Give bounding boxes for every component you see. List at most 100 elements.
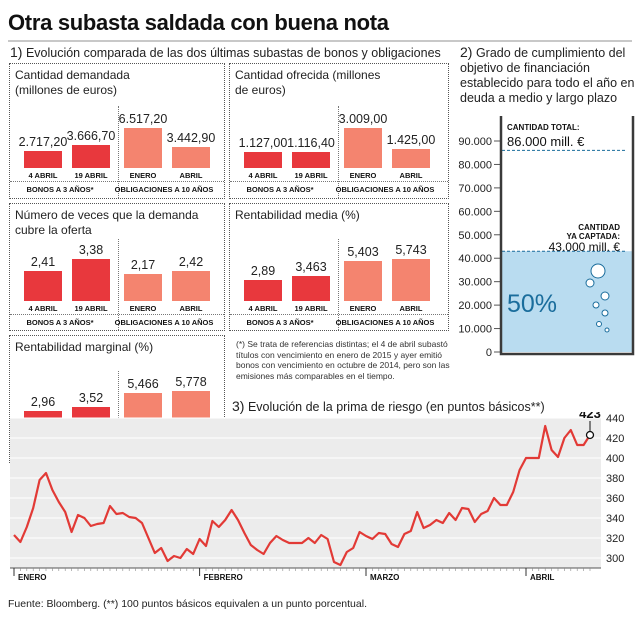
y-tick-label: 440 — [606, 413, 624, 425]
x-month-label: MARZO — [370, 573, 399, 582]
category-label: ABRIL — [179, 171, 203, 180]
captured-label-2: YA CAPTADA: — [567, 232, 620, 241]
y-tick-label: 380 — [606, 473, 624, 485]
panel-title: Rentabilidad marginal (%) — [15, 340, 154, 354]
y-tick-label: 300 — [606, 553, 624, 565]
value-label: 2,42 — [178, 254, 204, 269]
section2-heading: 2) Grado de cumplimiento del objetivo de… — [460, 45, 635, 106]
section3-number: 3) — [232, 398, 245, 414]
category-label: ABRIL — [399, 304, 423, 313]
value-label: 2,96 — [30, 395, 56, 410]
gauge-tick-label: 70.000 — [458, 183, 492, 195]
bar-3 — [392, 259, 430, 301]
value-label: 5,778 — [175, 375, 207, 389]
category-label: ENERO — [349, 304, 377, 313]
bar-2 — [124, 274, 162, 301]
risk-premium-chart: 300 320 340 360 380 400 420 440 ENERO FEBRERO MAR… — [10, 412, 624, 582]
x-month-label: FEBRERO — [204, 573, 243, 582]
category-label: ENERO — [129, 171, 157, 180]
group-label-bonos: BONOS A 3 AÑOS* — [26, 318, 94, 327]
group-separator — [118, 371, 120, 462]
gauge-tick-label: 0 — [486, 347, 492, 359]
gridlines — [10, 417, 601, 559]
bar-1 — [72, 259, 110, 301]
value-label: 3,463 — [295, 259, 327, 274]
bubble — [592, 301, 600, 309]
group-label-obligaciones: OBLIGACIONES A 10 AÑOS — [114, 318, 214, 327]
x-month-label: ABRIL — [530, 573, 555, 582]
captured-fill — [502, 251, 632, 352]
bubble — [601, 309, 609, 317]
group-separator — [338, 106, 340, 198]
category-label: 19 ABRIL — [294, 171, 328, 180]
total-value: 86.000 mill. € — [507, 134, 585, 149]
bar-0 — [24, 151, 62, 168]
captured-label-1: CANTIDAD — [578, 223, 620, 232]
group-separator — [338, 239, 340, 330]
value-label: 1.127,00 — [238, 136, 288, 150]
section1-title: Evolución comparada de las dos últimas s… — [25, 46, 441, 60]
value-label: 2,89 — [250, 263, 276, 278]
bar-1 — [292, 275, 330, 301]
panel-title: Cantidad ofrecida (millones de euros) — [235, 68, 381, 97]
gauge-tick-label: 50.000 — [458, 230, 492, 242]
category-label: 19 ABRIL — [294, 304, 328, 313]
group-label-bonos: BONOS A 3 AÑOS* — [246, 185, 314, 194]
value-label: 2,17 — [130, 258, 156, 273]
bubble — [604, 327, 610, 333]
section2-number: 2) — [460, 44, 473, 60]
panel-veces-cubre: Número de veces que la demanda cubre la … — [9, 203, 225, 331]
value-label: 5,403 — [347, 245, 379, 260]
value-label: 1.116,40 — [287, 136, 335, 150]
panel-title: Cantidad demandada (millones de euros) — [15, 68, 130, 97]
footnote: (*) Se trata de referencias distintas; e… — [236, 339, 450, 381]
value-label: 5,743 — [395, 243, 427, 257]
section1-number: 1) — [10, 44, 23, 60]
section3-title: Evolución de la prima de riesgo (en punt… — [247, 400, 545, 414]
last-value-label: 423 — [579, 412, 601, 421]
glass-outline — [499, 116, 635, 356]
value-label: 3.442,90 — [166, 130, 216, 145]
category-label: 19 ABRIL — [74, 304, 108, 313]
y-tick-label: 360 — [606, 493, 624, 505]
bubbles-decoration — [585, 263, 610, 333]
gauge-tick-label: 80.000 — [458, 159, 492, 171]
group-label-obligaciones: OBLIGACIONES A 10 AÑOS — [114, 185, 214, 194]
value-label: 2,41 — [30, 255, 56, 270]
gauge-tick-label: 10.000 — [458, 324, 492, 336]
category-label: ABRIL — [179, 304, 203, 313]
bubble — [590, 263, 606, 279]
panel-cantidad-demandada: Cantidad demandada (millones de euros) 2… — [9, 63, 225, 199]
value-label: 2.717,20 — [18, 135, 68, 150]
gauge-tick-label: 40.000 — [458, 253, 492, 265]
y-tick-label: 400 — [606, 453, 624, 465]
category-label: 4 ABRIL — [28, 171, 58, 180]
value-label: 5,466 — [127, 377, 159, 392]
group-separator — [118, 239, 120, 330]
value-label: 3.666,70 — [66, 129, 116, 144]
gauge-tick-label: 60.000 — [458, 206, 492, 218]
panel-title: Número de veces que la demanda cubre la … — [15, 208, 199, 237]
section1-heading: 1) Evolución comparada de las dos última… — [10, 45, 441, 61]
group-label-bonos: BONOS A 3 AÑOS* — [26, 185, 94, 194]
bar-1 — [72, 145, 110, 168]
groups-divider — [230, 181, 448, 182]
group-label-bonos: BONOS A 3 AÑOS* — [246, 318, 314, 327]
section2-title: Grado de cumplimiento del objetivo de fi… — [460, 46, 635, 105]
value-label: 6.517,20 — [118, 112, 168, 126]
value-label: 3,38 — [78, 243, 104, 257]
bar-3 — [172, 146, 210, 168]
last-point-marker — [585, 430, 595, 440]
value-label: 3,52 — [78, 391, 104, 406]
group-label-obligaciones: OBLIGACIONES A 10 AÑOS — [335, 318, 435, 327]
source-footer: Fuente: Bloomberg. (**) 100 puntos básic… — [8, 598, 367, 610]
category-label: ABRIL — [399, 171, 423, 180]
percent-label: 50% — [507, 290, 557, 318]
y-axis: 300 320 340 360 380 400 420 440 — [606, 413, 624, 565]
bar-3 — [172, 270, 210, 301]
value-label: 3.009,00 — [338, 112, 388, 126]
x-axis: ENERO FEBRERO MARZO ABRIL — [10, 567, 601, 582]
bar-2 — [124, 128, 162, 168]
groups-divider — [230, 314, 448, 315]
category-label: 4 ABRIL — [248, 171, 278, 180]
